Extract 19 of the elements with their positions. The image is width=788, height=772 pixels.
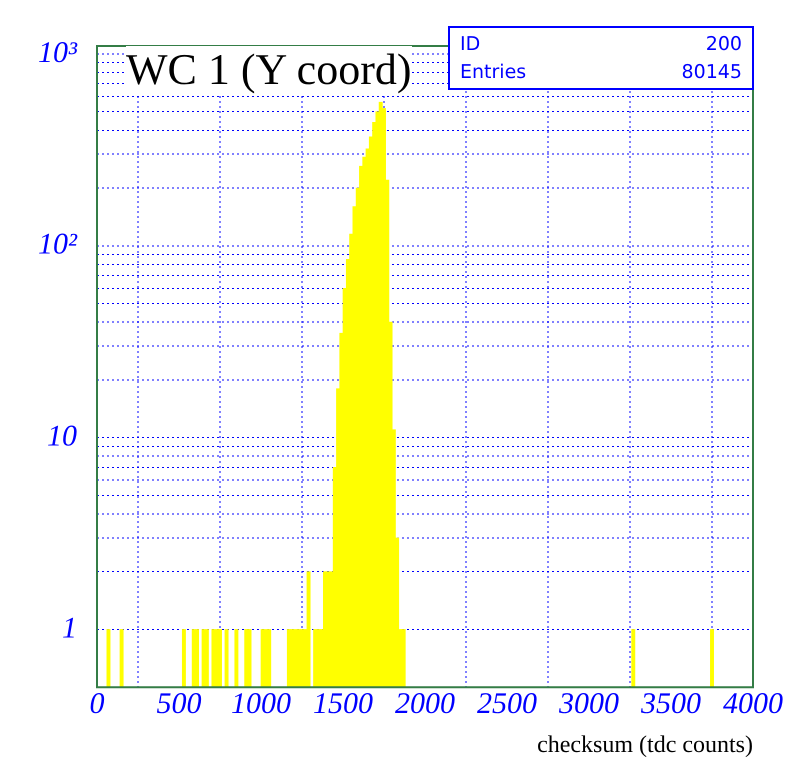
x-tick-label: 2500	[477, 687, 537, 720]
annotation: Entries	[460, 60, 528, 85]
y-tick-label: 1	[62, 611, 77, 644]
x-tick-label: 3000	[558, 687, 619, 720]
x-tick-label: 1500	[313, 687, 373, 720]
x-tick-label: 500	[156, 687, 202, 720]
x-tick-label: 3500	[640, 687, 701, 720]
x-tick-label: 2000	[395, 687, 455, 720]
y-tick-label: 10³	[38, 36, 78, 69]
x-tick-label: 4000	[723, 687, 783, 720]
x-tick-label: 0	[90, 687, 104, 720]
x-axis-title: checksum (tdc counts)	[537, 732, 753, 758]
x-tick-label: 1000	[231, 687, 291, 720]
annotation: 80145	[680, 60, 742, 85]
y-tick-label: 10²	[38, 228, 78, 261]
y-tick-label: 10	[47, 420, 77, 453]
chart-title: WC 1 (Y coord)	[126, 45, 412, 94]
annotation: ID	[460, 32, 482, 57]
annotation: 200	[704, 32, 742, 57]
